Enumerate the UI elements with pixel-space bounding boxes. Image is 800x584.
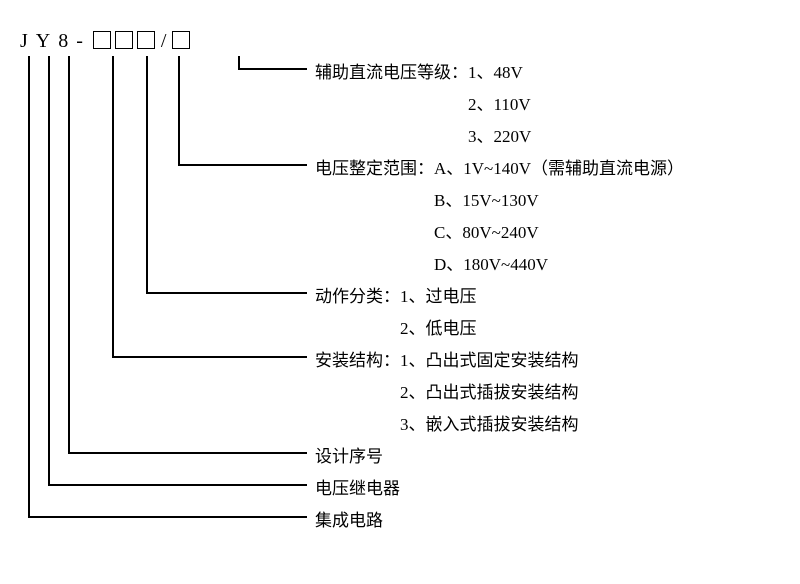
row-sub-r2-2: D、180V~440V bbox=[434, 250, 548, 275]
hline-0 bbox=[28, 516, 307, 518]
row-sub-r2-0: B、15V~130V bbox=[434, 186, 539, 211]
row-sub-r2-1: C、80V~240V bbox=[434, 218, 539, 243]
row-label-r1: 辅助直流电压等级：1、48V bbox=[315, 58, 523, 83]
row-label-r5: 设计序号 bbox=[315, 442, 383, 467]
row-sub-r1-1: 3、220V bbox=[468, 122, 531, 147]
hline-5 bbox=[178, 164, 307, 166]
hline-4 bbox=[146, 292, 307, 294]
vline-1 bbox=[48, 56, 50, 484]
row-sub-r1-0: 2、110V bbox=[468, 90, 531, 115]
vline-5 bbox=[178, 56, 180, 164]
vline-2 bbox=[68, 56, 70, 452]
row-label-r6: 电压继电器 bbox=[315, 474, 400, 499]
row-sub-r4-0: 2、凸出式插拔安装结构 bbox=[400, 378, 579, 403]
vline-0 bbox=[28, 56, 30, 516]
hline-3 bbox=[112, 356, 307, 358]
row-sub-r3-0: 2、低电压 bbox=[400, 314, 477, 339]
row-label-r3: 动作分类：1、过电压 bbox=[315, 282, 477, 307]
row-label-r4: 安装结构：1、凸出式固定安装结构 bbox=[315, 346, 579, 371]
vline-6 bbox=[238, 56, 240, 68]
vline-4 bbox=[146, 56, 148, 292]
hline-2 bbox=[68, 452, 307, 454]
row-label-r7: 集成电路 bbox=[315, 506, 383, 531]
hline-6 bbox=[238, 68, 307, 70]
row-sub-r4-1: 3、嵌入式插拔安装结构 bbox=[400, 410, 579, 435]
vline-3 bbox=[112, 56, 114, 356]
row-label-r2: 电压整定范围：A、1V~140V（需辅助直流电源） bbox=[315, 154, 684, 179]
hline-1 bbox=[48, 484, 307, 486]
breakdown-diagram: 辅助直流电压等级：1、48V 2、110V 3、220V 电压整定范围：A、1V~14… bbox=[20, 30, 780, 570]
